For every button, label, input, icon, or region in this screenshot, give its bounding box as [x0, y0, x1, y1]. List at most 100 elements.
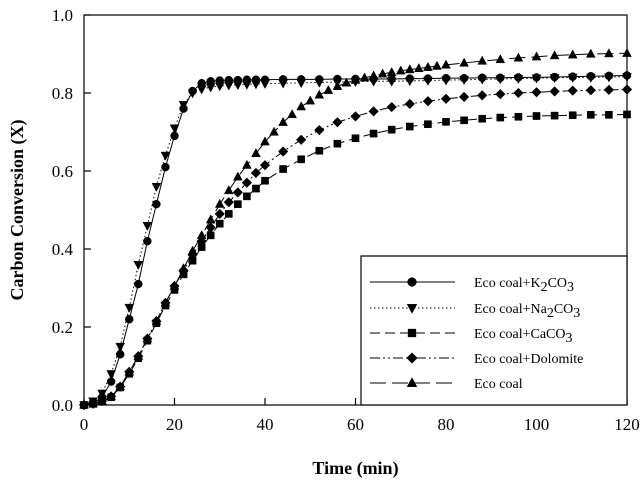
data-point	[134, 279, 143, 289]
legend-label-part: 2	[547, 306, 554, 321]
data-point	[495, 54, 506, 64]
data-point	[97, 395, 107, 405]
data-point	[279, 165, 287, 173]
data-point	[269, 126, 279, 136]
y-tick-label: 0.8	[52, 84, 73, 103]
data-point	[495, 75, 506, 85]
legend-marker	[406, 377, 418, 387]
data-point	[297, 155, 306, 164]
x-tick-label: 0	[80, 415, 89, 434]
data-point	[423, 61, 433, 71]
data-point	[305, 95, 316, 105]
legend-label: Eco coal+Na2CO3	[474, 302, 580, 321]
data-point	[205, 214, 216, 224]
data-point	[169, 124, 180, 134]
data-point	[386, 77, 397, 87]
y-tick-label: 0.4	[52, 240, 74, 259]
data-point	[314, 78, 325, 88]
data-point	[250, 167, 262, 179]
data-point	[458, 91, 470, 103]
data-point	[152, 199, 161, 209]
legend-label-part: Eco coal+CaCO	[474, 327, 565, 342]
data-point	[404, 98, 415, 110]
x-axis-title: Time (min)	[312, 458, 398, 479]
y-axis-title: Carbon Conversion (X)	[7, 119, 28, 300]
legend-box	[360, 255, 628, 406]
data-point	[604, 73, 614, 83]
data-point	[115, 342, 126, 352]
data-point	[125, 314, 134, 324]
data-point	[585, 48, 596, 58]
data-point	[241, 177, 253, 188]
data-point	[205, 222, 216, 233]
data-point	[178, 263, 189, 273]
data-point	[242, 80, 252, 90]
data-point	[414, 63, 424, 73]
data-point	[586, 111, 595, 119]
data-point	[368, 70, 379, 80]
data-point	[368, 106, 379, 117]
legend-label: Eco coal+K2CO3	[474, 276, 574, 295]
data-point	[224, 210, 233, 218]
data-point	[603, 84, 615, 96]
data-point	[206, 231, 215, 240]
data-point	[441, 59, 451, 69]
legend-label-part: Eco coal+Na	[474, 302, 548, 317]
data-point	[332, 117, 343, 128]
legend-label-part: Eco coal+Dolomite	[474, 352, 583, 367]
data-point	[252, 184, 260, 193]
data-point	[432, 60, 442, 70]
data-point	[296, 134, 307, 145]
data-point	[296, 79, 307, 89]
data-point	[278, 116, 288, 126]
data-point	[459, 57, 469, 67]
legend-marker	[406, 352, 418, 364]
legend-label-part: Eco coal	[474, 377, 523, 392]
data-point	[387, 125, 396, 134]
y-tick-label: 0.6	[52, 162, 73, 181]
data-point	[260, 136, 270, 146]
data-point	[359, 72, 370, 82]
x-tick-label: 60	[347, 415, 364, 434]
x-tick-label: 120	[614, 415, 640, 434]
data-point	[251, 80, 261, 90]
data-point	[160, 297, 171, 307]
data-point	[196, 85, 207, 95]
legend-item: Eco coal	[370, 377, 523, 392]
data-point	[386, 66, 397, 76]
data-point	[196, 229, 207, 239]
data-point	[404, 64, 415, 74]
data-point	[622, 47, 632, 57]
data-point	[567, 85, 578, 96]
data-point	[440, 93, 452, 105]
data-point	[278, 79, 288, 89]
data-point	[441, 76, 451, 86]
legend-item: Eco coal+Na2CO3	[370, 302, 580, 321]
data-point	[532, 112, 541, 120]
data-point	[223, 197, 234, 208]
data-point	[223, 81, 234, 91]
data-point	[513, 87, 524, 99]
data-point	[287, 109, 297, 119]
data-point	[604, 48, 614, 58]
data-point	[79, 399, 89, 409]
data-point	[215, 219, 224, 228]
data-point	[496, 113, 505, 122]
data-point	[422, 96, 434, 107]
data-point	[442, 118, 450, 126]
series-layer	[78, 47, 633, 411]
data-point	[369, 129, 378, 138]
data-point	[261, 176, 269, 185]
data-point	[88, 398, 98, 408]
data-point	[395, 65, 406, 75]
data-point	[97, 389, 107, 399]
data-point	[568, 111, 577, 120]
data-point	[314, 124, 325, 136]
legend-item: Eco coal+K2CO3	[370, 276, 574, 295]
data-point	[143, 236, 152, 246]
legend-label-part: 3	[565, 331, 572, 346]
data-point	[223, 185, 234, 195]
data-point	[251, 148, 261, 158]
data-point	[314, 89, 325, 99]
data-point	[623, 110, 631, 119]
